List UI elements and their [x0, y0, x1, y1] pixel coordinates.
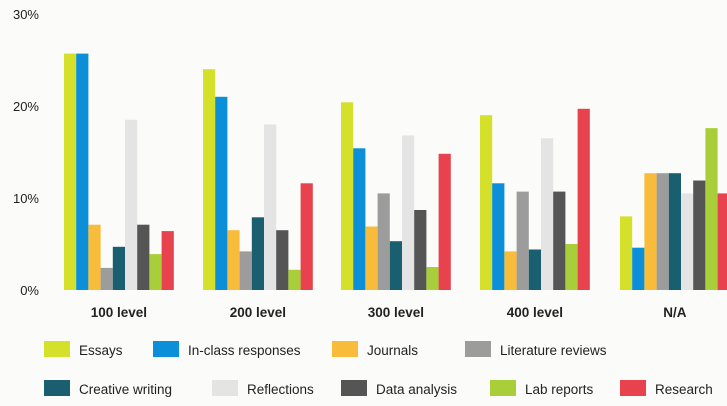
legend-swatch	[44, 380, 70, 396]
bar	[341, 102, 354, 290]
x-tick-label: 200 level	[230, 305, 286, 320]
bar	[577, 108, 590, 290]
bar	[377, 193, 390, 290]
bar	[480, 115, 493, 290]
bar	[365, 226, 378, 290]
legend-item: Lab reports	[490, 380, 594, 397]
bar	[239, 251, 252, 290]
legend-swatch	[620, 380, 646, 396]
x-tick-label: 300 level	[368, 305, 424, 320]
bar	[414, 210, 427, 290]
bar	[227, 230, 240, 290]
legend-swatch	[341, 380, 367, 396]
bar	[276, 230, 289, 290]
legend-label: Literature reviews	[500, 343, 607, 358]
bar	[565, 244, 578, 290]
bar-group	[480, 108, 590, 290]
bar	[528, 249, 541, 290]
bar	[693, 180, 706, 290]
bar	[656, 173, 669, 290]
legend-label: Essays	[79, 343, 123, 358]
bar	[149, 254, 162, 290]
bar-group	[620, 128, 727, 290]
bar	[426, 267, 439, 290]
bar	[644, 173, 657, 290]
bar-group	[64, 53, 174, 290]
bar	[389, 241, 402, 290]
legend-item: Reflections	[212, 380, 314, 397]
bar	[681, 193, 694, 290]
bar	[251, 217, 264, 290]
legend-item: In-class responses	[153, 341, 301, 358]
legend-item: Creative writing	[44, 380, 172, 397]
legend-swatch	[465, 341, 491, 357]
legend-label: Lab reports	[525, 382, 594, 397]
legend-item: Essays	[44, 341, 123, 358]
bar	[516, 191, 529, 290]
bar	[137, 224, 150, 290]
legend-label: Creative writing	[79, 382, 172, 397]
bar	[112, 246, 125, 290]
x-axis-labels: 100 level 200 level 300 level 400 level N/A	[91, 305, 687, 320]
bar	[717, 193, 727, 290]
legend-item: Data analysis	[341, 380, 457, 397]
y-tick-label: 20%	[13, 99, 39, 114]
y-tick-label: 0%	[20, 283, 39, 298]
x-tick-label: 400 level	[507, 305, 563, 320]
bar-group	[203, 69, 313, 291]
bar	[100, 267, 113, 290]
x-tick-label: N/A	[663, 305, 687, 320]
legend-swatch	[490, 380, 516, 396]
bar	[203, 69, 216, 290]
bar	[288, 269, 301, 290]
legend-swatch	[153, 341, 179, 357]
bar	[161, 231, 174, 290]
bar	[705, 128, 718, 290]
y-tick-label: 30%	[13, 7, 39, 22]
legend-swatch	[44, 341, 70, 357]
legend-item: Journals	[332, 341, 418, 358]
x-tick-label: 100 level	[91, 305, 147, 320]
bar	[402, 135, 415, 290]
bar	[264, 124, 277, 291]
bar	[64, 53, 77, 290]
y-tick-label: 10%	[13, 191, 39, 206]
legend-item: Literature reviews	[465, 341, 607, 358]
bar	[632, 247, 645, 290]
bar	[668, 173, 681, 290]
legend-label: Research	[655, 382, 713, 397]
bar	[541, 138, 554, 290]
legend-swatch	[332, 341, 358, 357]
bar	[300, 183, 313, 290]
legend-label: In-class responses	[188, 343, 301, 358]
bar	[438, 153, 451, 290]
legend-swatch	[212, 380, 238, 396]
bar	[492, 183, 505, 290]
legend: Essays In-class responses Journals Literatu…	[44, 341, 713, 397]
bar	[553, 191, 566, 290]
y-axis: 0% 10% 20% 30%	[13, 7, 39, 298]
bar	[88, 224, 101, 290]
bar	[620, 216, 633, 290]
bar	[504, 251, 517, 290]
legend-label: Reflections	[247, 382, 314, 397]
bar	[353, 148, 366, 290]
bar	[125, 119, 138, 290]
bar	[76, 53, 89, 290]
bar	[215, 96, 228, 290]
legend-label: Journals	[367, 343, 418, 358]
bar-group	[341, 102, 451, 290]
legend-item: Research	[620, 380, 713, 397]
legend-label: Data analysis	[376, 382, 457, 397]
bars-layer	[64, 53, 727, 291]
